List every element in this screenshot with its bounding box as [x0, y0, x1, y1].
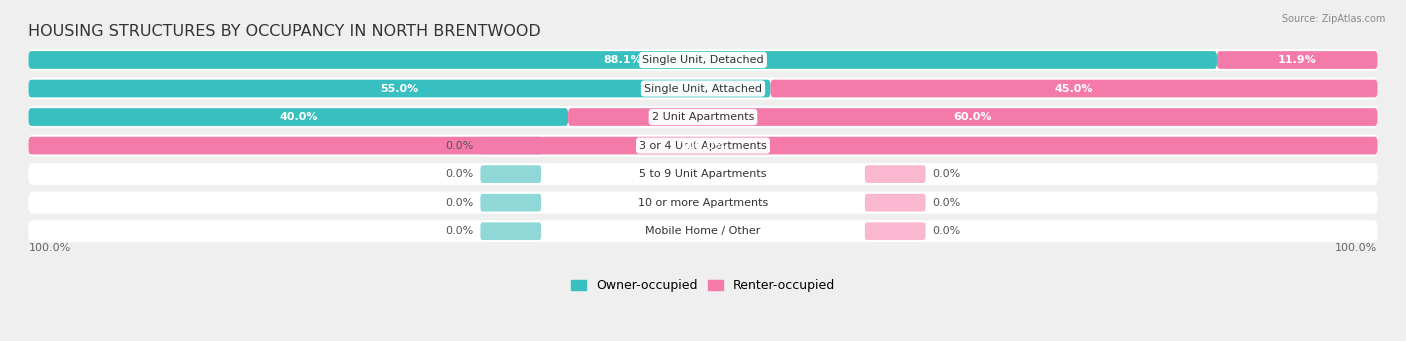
Text: 0.0%: 0.0%	[932, 198, 960, 208]
Text: 10 or more Apartments: 10 or more Apartments	[638, 198, 768, 208]
Text: Single Unit, Attached: Single Unit, Attached	[644, 84, 762, 93]
FancyBboxPatch shape	[481, 137, 541, 154]
Text: 40.0%: 40.0%	[278, 112, 318, 122]
Text: 11.9%: 11.9%	[1278, 55, 1316, 65]
FancyBboxPatch shape	[28, 106, 1378, 128]
Text: 0.0%: 0.0%	[446, 226, 474, 236]
FancyBboxPatch shape	[481, 165, 541, 183]
Text: 3 or 4 Unit Apartments: 3 or 4 Unit Apartments	[640, 140, 766, 151]
FancyBboxPatch shape	[568, 108, 1378, 126]
FancyBboxPatch shape	[28, 49, 1378, 71]
FancyBboxPatch shape	[28, 108, 568, 126]
FancyBboxPatch shape	[28, 51, 1218, 69]
Text: 60.0%: 60.0%	[953, 112, 993, 122]
FancyBboxPatch shape	[28, 220, 1378, 242]
FancyBboxPatch shape	[28, 192, 1378, 214]
Text: 0.0%: 0.0%	[446, 169, 474, 179]
Text: 45.0%: 45.0%	[1054, 84, 1094, 93]
Text: Mobile Home / Other: Mobile Home / Other	[645, 226, 761, 236]
Text: 2 Unit Apartments: 2 Unit Apartments	[652, 112, 754, 122]
FancyBboxPatch shape	[481, 194, 541, 211]
Legend: Owner-occupied, Renter-occupied: Owner-occupied, Renter-occupied	[567, 275, 839, 297]
Text: 100.0%: 100.0%	[681, 140, 725, 151]
FancyBboxPatch shape	[28, 163, 1378, 185]
FancyBboxPatch shape	[28, 135, 1378, 157]
FancyBboxPatch shape	[865, 222, 925, 240]
Text: 88.1%: 88.1%	[603, 55, 643, 65]
FancyBboxPatch shape	[865, 194, 925, 211]
FancyBboxPatch shape	[770, 80, 1378, 98]
Text: HOUSING STRUCTURES BY OCCUPANCY IN NORTH BRENTWOOD: HOUSING STRUCTURES BY OCCUPANCY IN NORTH…	[28, 24, 541, 39]
Text: 100.0%: 100.0%	[1336, 243, 1378, 253]
Text: 100.0%: 100.0%	[28, 243, 70, 253]
FancyBboxPatch shape	[28, 77, 1378, 100]
Text: 0.0%: 0.0%	[932, 169, 960, 179]
Text: Single Unit, Detached: Single Unit, Detached	[643, 55, 763, 65]
FancyBboxPatch shape	[28, 137, 1378, 154]
FancyBboxPatch shape	[481, 222, 541, 240]
FancyBboxPatch shape	[28, 80, 770, 98]
Text: 55.0%: 55.0%	[381, 84, 419, 93]
Text: 0.0%: 0.0%	[932, 226, 960, 236]
Text: 0.0%: 0.0%	[446, 140, 474, 151]
Text: 0.0%: 0.0%	[446, 198, 474, 208]
FancyBboxPatch shape	[865, 165, 925, 183]
FancyBboxPatch shape	[1218, 51, 1378, 69]
Text: Source: ZipAtlas.com: Source: ZipAtlas.com	[1281, 14, 1385, 24]
Text: 5 to 9 Unit Apartments: 5 to 9 Unit Apartments	[640, 169, 766, 179]
